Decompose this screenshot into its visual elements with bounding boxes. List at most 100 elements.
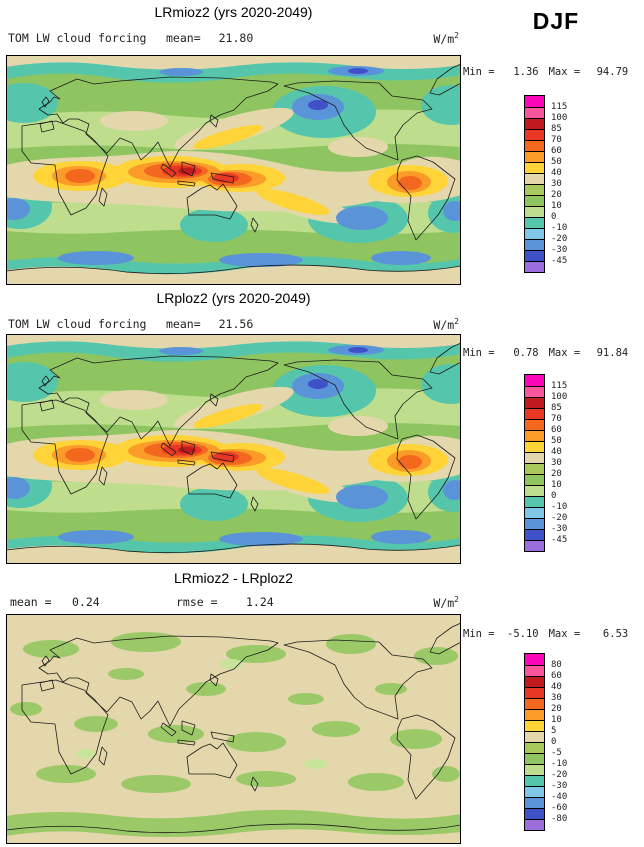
panel3-units-label: W/m2 — [433, 595, 459, 610]
panel2-min-value: 0.78 — [513, 347, 539, 359]
colorbar-tick-label: 60 — [551, 425, 562, 435]
panel1-min-label: Min = — [463, 66, 495, 78]
panel1-title: LRmioz2 (yrs 2020-2049) — [154, 4, 313, 20]
colorbar-box — [525, 676, 544, 687]
colorbar-tick-label: 50 — [551, 436, 562, 446]
colorbar-box — [525, 753, 544, 764]
colorbar-box — [525, 797, 544, 808]
colorbar-tick-label: 20 — [551, 190, 562, 200]
panel1-max-value: 94.79 — [596, 66, 629, 78]
panel2-max-value: 91.84 — [596, 347, 629, 359]
colorbar-tick-label: -30 — [551, 524, 568, 534]
colorbar-box — [525, 217, 544, 228]
colorbar-tick-label: -40 — [551, 792, 568, 802]
panel1-subtitle-row: TOM LW cloud forcing mean= 21.80 W/m2 — [6, 31, 461, 46]
colorbar-box — [525, 665, 544, 676]
colorbar-boxes — [524, 653, 545, 831]
colorbar-tick-label: -30 — [551, 245, 568, 255]
panel3-max-label: Max = — [548, 628, 581, 640]
colorbar-box — [525, 140, 544, 151]
colorbar-tick-label: 0 — [551, 491, 557, 501]
panel3-mean-label: mean = — [10, 595, 52, 609]
colorbar-tick-label: 80 — [551, 660, 562, 670]
panel2-mean-label: mean= — [166, 317, 201, 331]
colorbar-tick-label: 10 — [551, 480, 562, 490]
panel1-units-label: W/m2 — [433, 31, 459, 46]
colorbar-box — [525, 698, 544, 709]
colorbar-tick-label: -10 — [551, 502, 568, 512]
colorbar-box — [525, 441, 544, 452]
colorbar-box — [525, 742, 544, 753]
panel1-field-label: TOM LW cloud forcing — [8, 31, 147, 45]
colorbar-tick-label: -45 — [551, 535, 568, 545]
panel3-minmax: Min = -5.10 Max = 6.53 — [463, 628, 628, 640]
colorbar-tick-label: 40 — [551, 447, 562, 457]
colorbar-tick-label: -5 — [551, 748, 562, 758]
panel2-field-label: TOM LW cloud forcing — [8, 317, 147, 331]
colorbar-box — [525, 408, 544, 419]
colorbar-box — [525, 485, 544, 496]
colorbar-box — [525, 786, 544, 797]
colorbar-tick-label: 40 — [551, 168, 562, 178]
colorbar-tick-label: 70 — [551, 414, 562, 424]
colorbar-tick-label: 30 — [551, 693, 562, 703]
panel1-mean-value: 21.80 — [218, 31, 254, 45]
colorbar-tick-label: 30 — [551, 179, 562, 189]
units-exponent: 2 — [454, 595, 459, 604]
panel2-max-label: Max = — [548, 347, 581, 359]
colorbar-box — [525, 808, 544, 819]
colorbar-box — [525, 261, 544, 272]
colorbar-box — [525, 654, 544, 665]
colorbar-box — [525, 184, 544, 195]
colorbar-tick-label: 85 — [551, 403, 562, 413]
colorbar-tick-label: -20 — [551, 513, 568, 523]
colorbar-box — [525, 687, 544, 698]
panel1-max-label: Max = — [548, 66, 581, 78]
colorbar-tick-label: 0 — [551, 737, 557, 747]
colorbar-box — [525, 195, 544, 206]
colorbar-tick-label: 30 — [551, 458, 562, 468]
colorbar-tick-label: 10 — [551, 715, 562, 725]
season-label: DJF — [532, 8, 580, 34]
panel1-mean-label: mean= — [166, 31, 201, 45]
colorbar-box — [525, 228, 544, 239]
colorbar-box — [525, 474, 544, 485]
colorbar-box — [525, 162, 544, 173]
panel2-subtitle-row: TOM LW cloud forcing mean= 21.56 W/m2 — [6, 317, 461, 332]
units-base: W/m — [433, 31, 455, 46]
panel1-colorbar: 115 100 85 70 60 50 40 30 20 10 0 -10 -20 -30 -45 — [524, 95, 594, 273]
panel3-min-label: Min = — [463, 628, 495, 640]
colorbar-box — [525, 118, 544, 129]
panel1-min-value: 1.36 — [513, 66, 539, 78]
colorbar-boxes — [524, 374, 545, 552]
colorbar-box — [525, 731, 544, 742]
colorbar-tick-label: -45 — [551, 256, 568, 266]
panel3-rmse-label: rmse = — [176, 595, 218, 609]
colorbar-box — [525, 819, 544, 830]
colorbar-box — [525, 529, 544, 540]
colorbar-tick-label: 5 — [551, 726, 557, 736]
colorbar-tick-label: 50 — [551, 157, 562, 167]
colorbar-box — [525, 720, 544, 731]
colorbar-tick-label: -60 — [551, 803, 568, 813]
colorbar-tick-label: 0 — [551, 212, 557, 222]
panel2-colorbar: 115 100 85 70 60 50 40 30 20 10 0 -10 -20 -30 -45 — [524, 374, 594, 552]
panel3-min-value: -5.10 — [507, 628, 539, 640]
colorbar-box — [525, 496, 544, 507]
colorbar-box — [525, 430, 544, 441]
colorbar-tick-label: 115 — [551, 102, 568, 112]
panel3-max-value: 6.53 — [602, 628, 629, 640]
map-difference — [6, 614, 461, 844]
colorbar-tick-label: 85 — [551, 124, 562, 134]
colorbar-tick-label: 40 — [551, 682, 562, 692]
colorbar-tick-label: 20 — [551, 704, 562, 714]
colorbar-tick-label: 60 — [551, 146, 562, 156]
colorbar-tick-label: 115 — [551, 381, 568, 391]
colorbar-tick-label: 100 — [551, 113, 568, 123]
panel1-minmax: Min = 1.36 Max = 94.79 — [463, 66, 628, 78]
colorbar-box — [525, 375, 544, 386]
colorbar-tick-label: 70 — [551, 135, 562, 145]
colorbar-tick-label: 10 — [551, 201, 562, 211]
panel2-title: LRploz2 (yrs 2020-2049) — [156, 290, 311, 306]
panel3-mean-value: 0.24 — [72, 595, 100, 609]
